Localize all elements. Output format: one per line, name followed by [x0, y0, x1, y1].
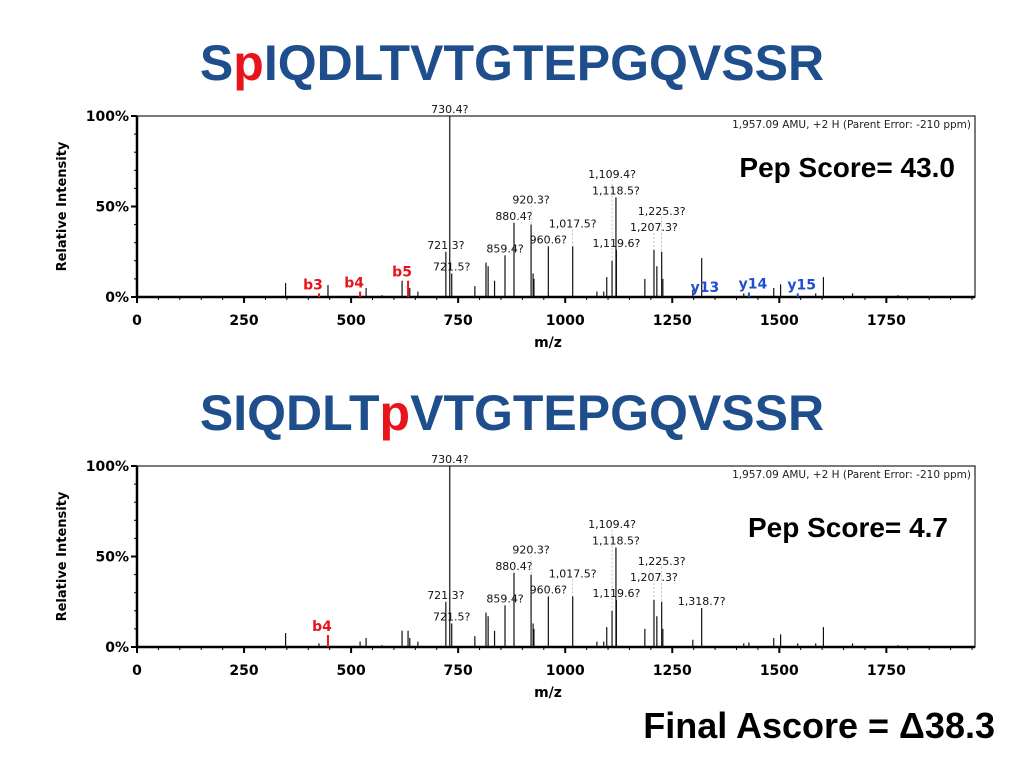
peak-label: 721.3?	[427, 239, 464, 252]
x-tick-label: 1000	[546, 663, 585, 679]
pep-score-1: Pep Score= 43.0	[739, 152, 955, 183]
x-axis-label: m/z	[534, 335, 562, 351]
x-tick-label: 1000	[546, 313, 585, 329]
peak-label: 960.6?	[530, 233, 567, 246]
x-tick-label: 250	[229, 313, 258, 329]
x-tick-label: 1750	[867, 313, 906, 329]
x-tick-label: 1750	[867, 663, 906, 679]
y-axis-label: Relative Intensity	[55, 491, 70, 621]
ion-label: y15	[787, 277, 816, 293]
peak-label: 730.4?	[431, 453, 468, 466]
peak-label: 920.3?	[512, 544, 549, 557]
pep-score-2: Pep Score= 4.7	[748, 512, 948, 543]
peak-label: 859.4?	[486, 242, 523, 255]
y-tick-label: 50%	[95, 200, 129, 216]
peak-label: 1,017.5?	[549, 567, 597, 580]
x-tick-label: 250	[229, 663, 258, 679]
x-tick-label: 500	[336, 313, 365, 329]
peak-label: 880.4?	[495, 560, 532, 573]
peak-label: 859.4?	[486, 592, 523, 605]
ion-label: b4	[312, 619, 332, 635]
ion-label: b5	[392, 265, 412, 281]
ion-label: b4	[344, 276, 364, 292]
x-axis-label: m/z	[534, 685, 562, 701]
x-tick-label: 0	[132, 663, 142, 679]
x-tick-label: 750	[444, 663, 473, 679]
peptide-title-1: SpIQDLTVTGTEPGQVSSR	[200, 35, 824, 91]
y-tick-label: 50%	[95, 550, 129, 566]
peak-label: 1,225.3?	[638, 205, 686, 218]
peak-label: 880.4?	[495, 210, 532, 223]
plot-frame	[136, 115, 976, 298]
peak-label: 1,109.4?	[588, 518, 636, 531]
plot-frame	[136, 465, 976, 648]
peak-label: 1,207.3?	[630, 221, 678, 234]
peak-label: 1,118.5?	[592, 184, 640, 197]
peak-label: 1,225.3?	[638, 555, 686, 568]
x-tick-label: 1500	[760, 313, 799, 329]
y-tick-label: 0%	[105, 290, 129, 306]
peak-label: 1,017.5?	[549, 217, 597, 230]
parent-mass-info: 1,957.09 AMU, +2 H (Parent Error: -210 p…	[732, 469, 971, 481]
x-tick-label: 1250	[653, 663, 692, 679]
peak-label: 721.5?	[433, 610, 470, 623]
ion-label: y13	[691, 280, 720, 296]
peak-label: 960.6?	[530, 583, 567, 596]
peak-label: 1,109.4?	[588, 168, 636, 181]
ion-label: y14	[739, 276, 768, 292]
x-tick-label: 0	[132, 313, 142, 329]
x-tick-label: 500	[336, 663, 365, 679]
y-axis-label: Relative Intensity	[55, 141, 70, 271]
ion-label: b3	[303, 277, 323, 293]
peak-label: 1,318.7?	[678, 595, 726, 608]
x-tick-label: 1500	[760, 663, 799, 679]
peak-label: 1,119.6?	[593, 237, 641, 250]
x-tick-label: 750	[444, 313, 473, 329]
spectrum-chart-1: 0 250 500 750 1000 1250 1500 1750 0% 50% 100% m/z Re…	[55, 103, 976, 351]
y-tick-label: 100%	[86, 459, 129, 475]
peak-label: 1,119.6?	[593, 587, 641, 600]
y-tick-label: 0%	[105, 640, 129, 656]
peak-label: 1,118.5?	[592, 534, 640, 547]
spectrum-chart-2: 0 250 500 750 1000 1250 1500 1750 0% 50% 100% m/z Re…	[55, 453, 976, 701]
peak-label: 1,207.3?	[630, 571, 678, 584]
peak-label: 920.3?	[512, 194, 549, 207]
y-tick-label: 100%	[86, 109, 129, 125]
peptide-title-2: SIQDLTpVTGTEPGQVSSR	[200, 385, 824, 441]
x-tick-label: 1250	[653, 313, 692, 329]
parent-mass-info: 1,957.09 AMU, +2 H (Parent Error: -210 p…	[732, 119, 971, 131]
peak-label: 721.3?	[427, 589, 464, 602]
final-ascore: Final Ascore = Δ38.3	[643, 705, 995, 746]
peak-label: 730.4?	[431, 103, 468, 116]
peak-label: 721.5?	[433, 260, 470, 273]
